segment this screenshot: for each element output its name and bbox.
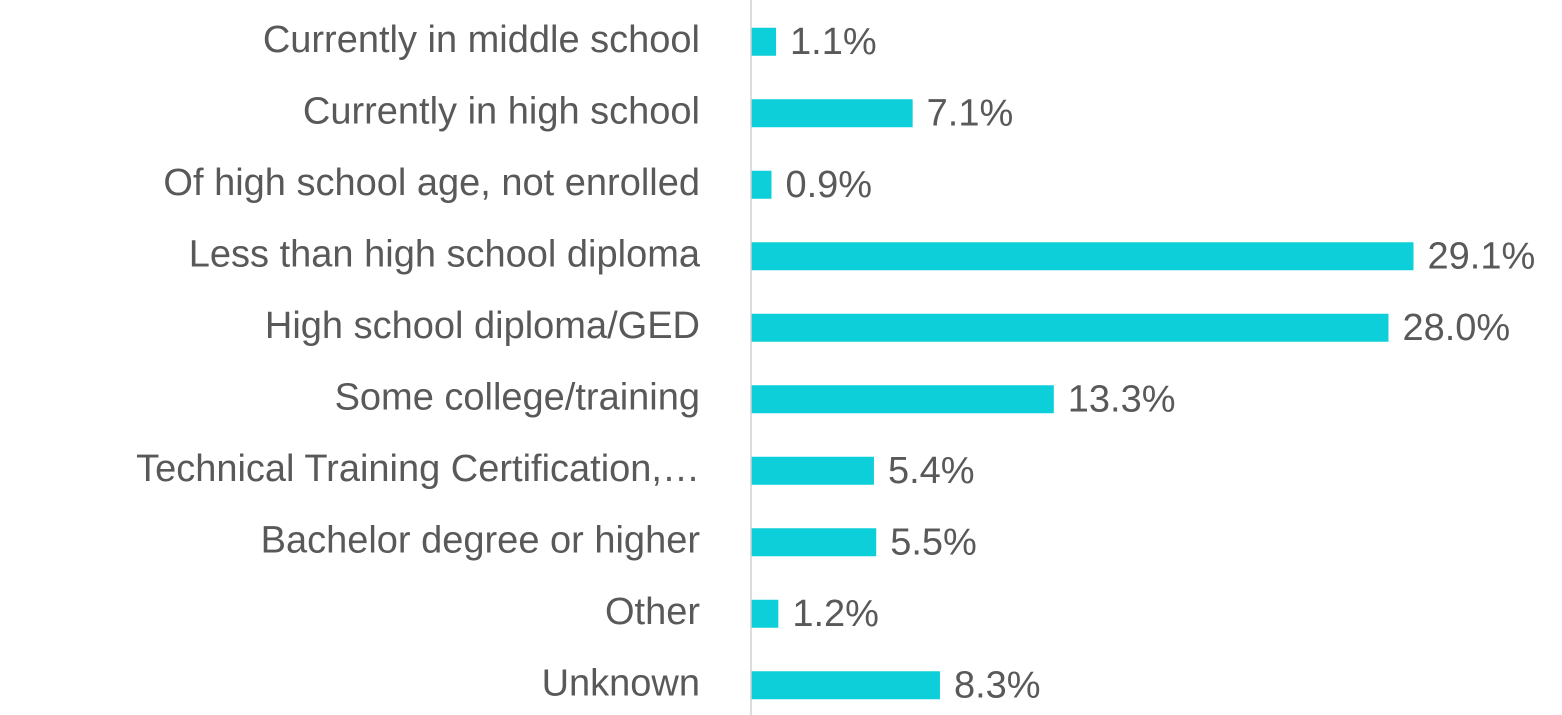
value-label: 7.1% <box>927 92 1014 134</box>
category-label: Some college/training <box>335 376 700 418</box>
category-label: Technical Training Certification,… <box>136 448 700 490</box>
bar <box>751 456 874 485</box>
category-label: Currently in high school <box>303 90 700 132</box>
category-label: Of high school age, not enrolled <box>163 162 700 204</box>
category-label: Other <box>605 591 700 633</box>
bar <box>751 27 777 56</box>
category-label: Currently in middle school <box>263 19 700 61</box>
category-label: High school diploma/GED <box>265 305 700 347</box>
bar <box>751 528 877 557</box>
bar <box>751 99 913 128</box>
value-label: 29.1% <box>1428 235 1536 277</box>
value-label: 8.3% <box>954 664 1041 706</box>
value-label: 1.2% <box>792 593 879 635</box>
bar <box>751 599 779 628</box>
value-label: 13.3% <box>1068 378 1176 420</box>
bar <box>751 313 1389 342</box>
category-label: Unknown <box>542 662 700 704</box>
bar <box>751 671 940 700</box>
bar <box>751 385 1054 414</box>
value-label: 5.5% <box>890 521 977 563</box>
value-label: 0.9% <box>785 164 872 206</box>
value-label: 28.0% <box>1402 307 1510 349</box>
category-label: Bachelor degree or higher <box>261 519 701 561</box>
bar <box>751 170 772 199</box>
value-label: 1.1% <box>790 21 877 63</box>
value-label: 5.4% <box>888 450 975 492</box>
bar <box>751 242 1414 271</box>
category-label: Less than high school diploma <box>189 233 701 275</box>
